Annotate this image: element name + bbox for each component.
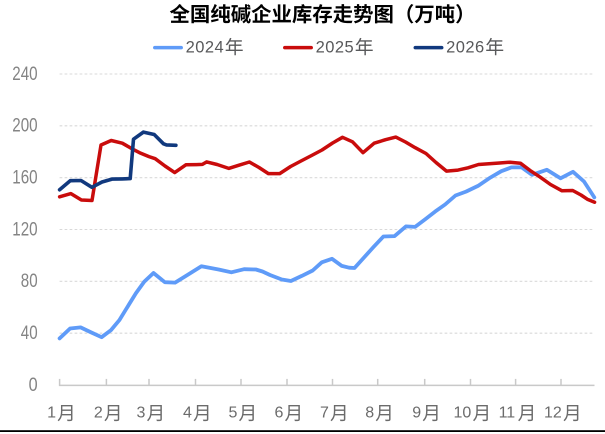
svg-text:240: 240 (12, 64, 37, 85)
svg-text:10: 10 (454, 404, 472, 421)
svg-text:4: 4 (183, 404, 192, 421)
svg-text:12: 12 (544, 404, 562, 421)
svg-text:120: 120 (12, 219, 37, 240)
svg-text:2024: 2024 (186, 38, 225, 56)
svg-text:2025: 2025 (316, 38, 355, 56)
svg-text:11: 11 (499, 404, 516, 421)
svg-text:3: 3 (137, 404, 146, 421)
svg-text:200: 200 (12, 116, 37, 137)
svg-text:2: 2 (94, 404, 103, 421)
svg-text:160: 160 (12, 168, 37, 189)
svg-text:1: 1 (47, 404, 56, 421)
svg-text:9: 9 (412, 404, 421, 421)
svg-text:2026: 2026 (446, 38, 485, 56)
svg-text:0: 0 (29, 375, 38, 396)
svg-text:6: 6 (275, 404, 284, 421)
svg-text:8: 8 (365, 404, 374, 421)
svg-text:40: 40 (21, 323, 38, 344)
svg-text:7: 7 (320, 404, 329, 421)
svg-text:5: 5 (229, 404, 238, 421)
svg-text:80: 80 (21, 271, 38, 292)
